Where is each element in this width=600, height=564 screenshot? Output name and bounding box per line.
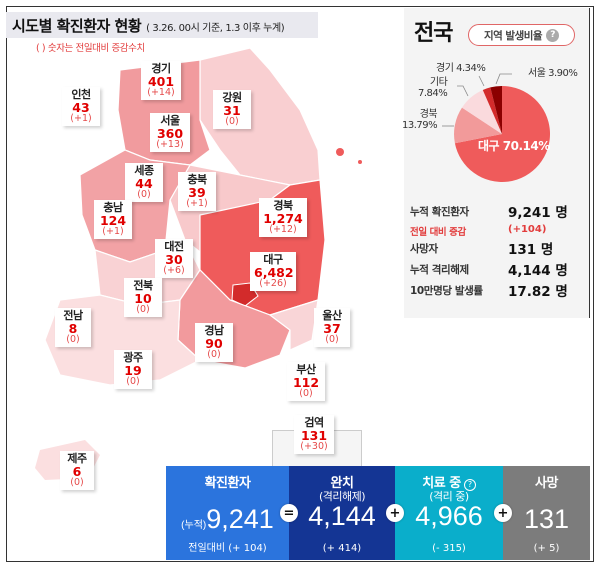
pie-label-daegu: 대구 70.14%	[478, 139, 550, 153]
title-bar: 시도별 확진환자 현황 ( 3.26. 00시 기준, 1.3 이후 누계)	[6, 12, 318, 38]
region-gwangju: 광주 19 (0)	[114, 350, 152, 389]
region-busan: 부산 112 (0)	[287, 362, 325, 401]
national-stats: 누적 확진환자 9,241 명 전일 대비 증감 (+104) 사망자 131 …	[410, 200, 590, 300]
region-daejeon: 대전 30 (+6)	[155, 239, 193, 278]
pie-svg	[442, 73, 551, 182]
pie-label-seoul: 서울 3.90%	[528, 68, 578, 79]
region-gyeongbuk: 경북 1,274 (+12)	[259, 198, 307, 237]
pie-slice-seoul	[490, 85, 502, 134]
region-daegu: 대구 6,482 (+26)	[250, 252, 296, 291]
pie-slice-gyeonggi	[482, 87, 502, 134]
pie-slice-gyeongbuk	[454, 107, 502, 144]
region-jeonnam: 전남 8 (0)	[55, 308, 91, 347]
stat-daily-change: 전일 대비 증감 (+104)	[410, 224, 547, 238]
national-title: 전국	[414, 21, 453, 46]
region-chungbuk: 충북 39 (+1)	[178, 172, 216, 211]
summary-bar: 확진환자 (누적)9,241 전일대비 (+ 104) 완치 (격리해제) 4,…	[166, 466, 590, 560]
stat-released: 누적 격리해제 4,144 명	[410, 263, 568, 279]
region-jeju: 제주 6 (0)	[60, 451, 94, 490]
plus-icon: +	[386, 504, 404, 522]
summary-confirmed: 확진환자 (누적)9,241 전일대비 (+ 104)	[166, 466, 289, 560]
regional-ratio-label: 지역 발생비율	[483, 29, 543, 42]
pie-slice-daegu	[454, 86, 551, 182]
stat-deaths: 사망자 131 명	[410, 242, 554, 258]
region-seoul: 서울 360 (+13)	[150, 113, 190, 152]
help-icon[interactable]: ?	[463, 478, 476, 491]
region-gyeonggi: 경기 401 (+14)	[141, 61, 181, 100]
pie-slice-etc	[462, 90, 502, 134]
plus-icon: +	[494, 504, 512, 522]
pie-label-gyeonggi: 경기 4.34%	[436, 63, 486, 74]
page-title: 시도별 확진환자 현황	[12, 17, 142, 35]
region-quarantine: 검역 131 (+30)	[294, 415, 334, 454]
summary-released: 완치 (격리해제) 4,144 (+ 414)	[289, 466, 395, 560]
help-icon[interactable]: ?	[546, 28, 560, 42]
equals-icon: =	[280, 504, 298, 522]
region-incheon: 인천 43 (+1)	[62, 87, 100, 126]
stat-incidence-rate: 10만명당 발생률 17.82 명	[410, 284, 568, 300]
pie-label-gyeongbuk: 경북 13.79%	[402, 109, 438, 131]
regional-pie-chart: 경기 4.34% 서울 3.90% 기타 7.84% 경북 13.79% 대구 …	[400, 56, 600, 186]
region-ulsan: 울산 37 (0)	[314, 308, 350, 347]
stat-cumulative-confirmed: 누적 확진환자 9,241 명	[410, 205, 568, 221]
region-gyeongnam: 경남 90 (0)	[195, 323, 233, 362]
region-gangwon: 강원 31 (0)	[213, 90, 251, 129]
summary-in-treatment: 치료 중? (격리 중) 4,966 (- 315)	[395, 466, 503, 560]
legend-note: ( ) 숫자는 전일대비 증감수치	[36, 43, 145, 54]
region-chungnam: 충남 124 (+1)	[94, 200, 132, 239]
region-sejong: 세종 44 (0)	[125, 163, 163, 202]
regional-ratio-button[interactable]: 지역 발생비율 ?	[468, 24, 575, 46]
region-jeonbuk: 전북 10 (0)	[124, 278, 162, 317]
page-subtitle: ( 3.26. 00시 기준, 1.3 이후 누계)	[146, 23, 285, 34]
pie-label-etc: 기타 7.84%	[418, 77, 448, 99]
summary-deaths: 사망 131 (+ 5)	[503, 466, 590, 560]
